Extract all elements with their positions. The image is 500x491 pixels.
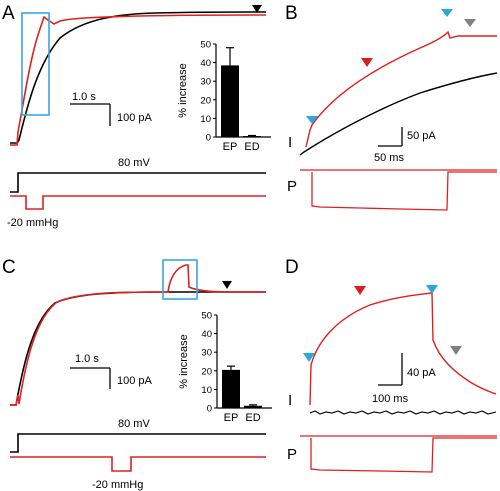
category-label-a-ed: ED: [244, 141, 259, 153]
trace-label-p-d: P: [287, 446, 297, 463]
bar-chart-c: 0 10 20 30 40 50 % increase EP ED: [178, 311, 272, 424]
bar-chart-a: 0 10 20 30 40 50 % increase EP ED: [177, 40, 271, 153]
scalebar-time-b: 50 ms: [374, 152, 404, 164]
trace-label-i-b: I: [288, 134, 292, 151]
pressure-label-c: -20 mmHg: [92, 479, 143, 491]
pressure-pulse-b: [311, 171, 497, 211]
black-arrowhead-c: [222, 281, 232, 289]
red-arrowhead-b: [361, 58, 373, 67]
bar-c-ed: [244, 405, 262, 408]
y-tick-label-a-3: 30: [200, 77, 211, 88]
scalebar-time-a: 1.0 s: [72, 91, 96, 103]
y-tick-label-c-5: 50: [201, 311, 212, 322]
scalebar-b: 50 pA 50 ms: [374, 127, 436, 164]
control-trace-b: [299, 72, 498, 156]
category-label-c-ed: ED: [245, 412, 260, 424]
highlight-box-a: [21, 12, 50, 116]
trace-label-p-b: P: [287, 178, 297, 195]
scalebar-time-c: 1.0 s: [75, 353, 99, 365]
y-axis-label-c: % increase: [178, 334, 190, 388]
y-tick-label-a-4: 40: [200, 58, 211, 69]
scalebar-current-b: 50 pA: [407, 130, 436, 142]
category-label-a-ep: EP: [223, 141, 238, 153]
black-arrowhead-a: [252, 5, 262, 13]
panel-label-c: C: [2, 257, 16, 278]
blue-arrowhead-b1: [306, 116, 318, 124]
gray-arrowhead-d: [450, 346, 462, 355]
blue-arrowhead-b2: [441, 9, 453, 17]
category-label-c-ep: EP: [224, 412, 239, 424]
scalebar-a: 1.0 s 100 pA: [70, 91, 153, 126]
scalebar-d: 40 pA 100 ms: [372, 353, 436, 405]
panel-label-d: D: [285, 257, 299, 278]
bar-a-ep: [221, 65, 239, 137]
voltage-step-a: [10, 172, 266, 193]
scalebar-current-c: 100 pA: [117, 375, 153, 387]
y-tick-label-c-4: 40: [201, 329, 212, 340]
trace-label-i-d: I: [288, 392, 292, 409]
blue-arrowhead-d1: [303, 353, 315, 362]
red-arrowhead-d: [354, 286, 366, 295]
scalebar-current-a: 100 pA: [117, 112, 153, 124]
pressure-label-a: -20 mmHg: [7, 217, 58, 229]
scalebar-current-d: 40 pA: [407, 367, 436, 379]
y-tick-label-c-0: 0: [207, 404, 212, 415]
y-tick-label-c-2: 20: [201, 366, 212, 377]
y-tick-label-c-1: 10: [201, 385, 212, 396]
pressure-step-a: [10, 195, 266, 210]
bar-c-ep: [222, 369, 240, 408]
voltage-step-c: [10, 433, 266, 453]
y-tick-label-a-5: 50: [200, 40, 211, 51]
highlight-box-c: [162, 259, 198, 300]
scalebar-c: 1.0 s 100 pA: [70, 353, 153, 389]
voltage-label-c: 80 mV: [118, 418, 150, 430]
y-tick-label-a-1: 10: [200, 114, 211, 125]
y-tick-label-a-0: 0: [206, 133, 211, 144]
gray-arrowhead-b: [464, 19, 476, 27]
pressure-trace-a: [10, 14, 267, 146]
pressure-trace-b: [305, 30, 497, 148]
control-trace-a: [10, 11, 267, 144]
blue-arrowhead-d2: [426, 285, 438, 294]
y-tick-label-a-2: 20: [200, 95, 211, 106]
scalebar-time-d: 100 ms: [372, 393, 409, 405]
y-tick-label-c-3: 30: [201, 348, 212, 359]
panel-label-b: B: [285, 3, 298, 24]
pressure-step-c: [10, 456, 266, 472]
pressure-trace-c: [10, 264, 266, 406]
pressure-pulse-d: [310, 437, 497, 473]
bar-a-ed: [243, 136, 261, 138]
y-axis-label-a: % increase: [177, 63, 189, 117]
pressure-trace-d: [309, 292, 497, 406]
control-trace-d: [309, 410, 497, 415]
panel-label-a: A: [2, 3, 15, 24]
voltage-label-a: 80 mV: [118, 157, 150, 169]
